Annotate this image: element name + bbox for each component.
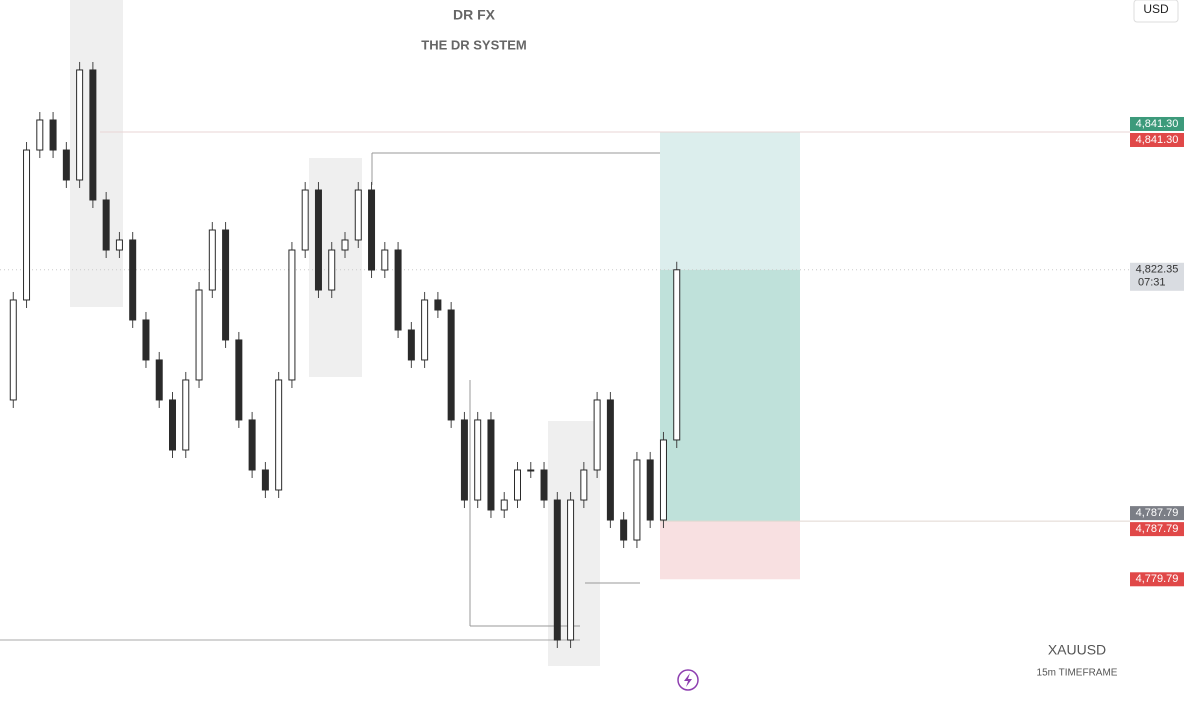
chart-title: DR FX — [453, 7, 496, 23]
candle — [394, 249, 402, 331]
candle — [460, 419, 468, 501]
candle — [76, 69, 84, 181]
candle — [368, 189, 376, 271]
position-zone — [660, 131, 800, 270]
price-label-box — [1130, 116, 1184, 131]
position-zone — [660, 521, 800, 580]
candle — [129, 239, 137, 321]
candle — [434, 299, 442, 311]
candle — [593, 399, 601, 471]
price-label: 4,787.79 — [1136, 523, 1179, 535]
candle — [328, 249, 336, 291]
candle — [169, 399, 176, 451]
price-label-box — [1130, 262, 1184, 291]
candle — [620, 519, 628, 541]
candle — [62, 149, 70, 181]
candle — [553, 499, 561, 641]
price-label: 4,787.79 — [1136, 507, 1179, 519]
chart-subtitle: THE DR SYSTEM — [421, 37, 526, 52]
candle — [235, 339, 243, 421]
price-label-box — [1130, 132, 1184, 147]
candle — [222, 229, 230, 341]
candle — [567, 499, 575, 641]
candle — [301, 189, 309, 251]
candle — [314, 189, 322, 291]
candle — [208, 229, 216, 291]
currency: USD — [1143, 2, 1169, 16]
candle — [407, 329, 415, 361]
candle — [36, 119, 44, 151]
candle — [49, 119, 57, 151]
candle — [514, 469, 521, 501]
candle — [155, 359, 163, 401]
candle — [606, 399, 614, 521]
symbol: XAUUSD — [1048, 642, 1106, 658]
candle — [89, 69, 97, 201]
candle — [102, 199, 110, 251]
candle — [142, 319, 150, 361]
candle — [673, 269, 681, 441]
lightning-glyph — [684, 673, 692, 687]
candle — [275, 379, 283, 491]
candle — [527, 469, 535, 472]
timeframe: 15m TIMEFRAME — [1037, 668, 1118, 679]
candle — [659, 439, 667, 521]
price-label: 4,779.79 — [1136, 573, 1179, 585]
price-label: 4,841.30 — [1136, 118, 1179, 130]
candle — [421, 299, 429, 361]
candle — [261, 469, 269, 491]
candle — [381, 249, 389, 271]
position-zone — [660, 269, 800, 522]
candle — [354, 189, 362, 241]
candle — [633, 459, 641, 541]
candle — [288, 249, 296, 381]
candle — [487, 419, 495, 511]
candle — [115, 239, 123, 251]
candle — [447, 309, 455, 421]
candle — [248, 419, 256, 471]
currency-box[interactable] — [1133, 0, 1179, 23]
price-scale — [1130, 0, 1200, 712]
price-label: 4,841.30 — [1136, 134, 1179, 146]
candle — [341, 239, 349, 251]
candle — [182, 379, 190, 451]
price-label-box — [1130, 572, 1184, 587]
price-label-box — [1130, 506, 1184, 521]
candle — [540, 469, 548, 501]
candle — [195, 289, 203, 381]
countdown: 07:31 — [1138, 277, 1166, 289]
candle — [23, 149, 31, 301]
candle — [500, 499, 508, 511]
price-label-box — [1130, 522, 1184, 537]
candle — [9, 299, 17, 401]
candle — [580, 469, 588, 501]
candle — [646, 459, 654, 521]
price-label: 4,822.35 — [1136, 264, 1179, 276]
candle — [474, 419, 482, 501]
